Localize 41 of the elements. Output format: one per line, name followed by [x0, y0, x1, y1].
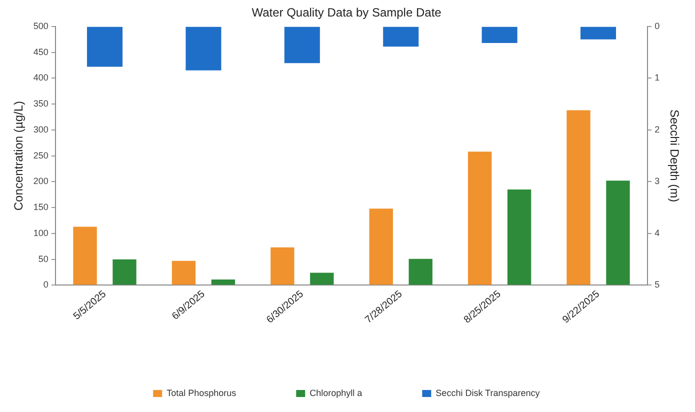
y-tick-label: 400 — [33, 72, 48, 83]
bar — [580, 26, 616, 40]
bar — [566, 110, 590, 285]
y-tick-label: 100 — [33, 228, 48, 238]
y2-tick-label: 4 — [654, 228, 660, 238]
bar — [468, 152, 492, 285]
y-tick-label: 200 — [33, 176, 48, 186]
y2-tick-label: 0 — [654, 20, 660, 31]
bar — [284, 26, 320, 64]
y-tick-label: 250 — [33, 150, 48, 160]
bar — [482, 26, 518, 43]
y-tick-label: 350 — [33, 98, 48, 109]
bar — [369, 208, 393, 285]
bar — [270, 247, 294, 285]
y2-tick-label: 2 — [654, 124, 660, 134]
y-tick-label: 300 — [33, 124, 48, 134]
y-tick-label: 150 — [33, 202, 48, 212]
bar — [186, 26, 222, 70]
y-axis-title: Concentration (µg/L) — [12, 100, 26, 211]
y2-tick-label: 1 — [654, 72, 660, 83]
y-tick-label: 450 — [33, 46, 48, 57]
y-tick-label: 500 — [33, 20, 48, 31]
legend-label: Secchi Disk Transparency — [436, 388, 540, 398]
bar — [172, 260, 196, 285]
y2-tick-label: 3 — [654, 176, 660, 186]
bar — [310, 272, 334, 285]
legend-label: Total Phosphorus — [166, 388, 237, 398]
chart-title: Water Quality Data by Sample Date — [252, 6, 442, 20]
y-tick-label: 0 — [43, 280, 48, 290]
y-tick-label: 50 — [38, 254, 48, 264]
bar — [507, 189, 532, 285]
bar — [408, 258, 432, 285]
bar — [383, 26, 419, 47]
bar — [211, 280, 236, 285]
legend-label: Chlorophyll a — [310, 388, 362, 398]
bar — [73, 226, 97, 285]
bar — [87, 26, 123, 67]
y2-axis-title: Secchi Depth (m) — [667, 109, 682, 202]
bar — [112, 259, 136, 285]
y2-tick-label: 5 — [654, 280, 660, 290]
bar — [606, 180, 630, 285]
